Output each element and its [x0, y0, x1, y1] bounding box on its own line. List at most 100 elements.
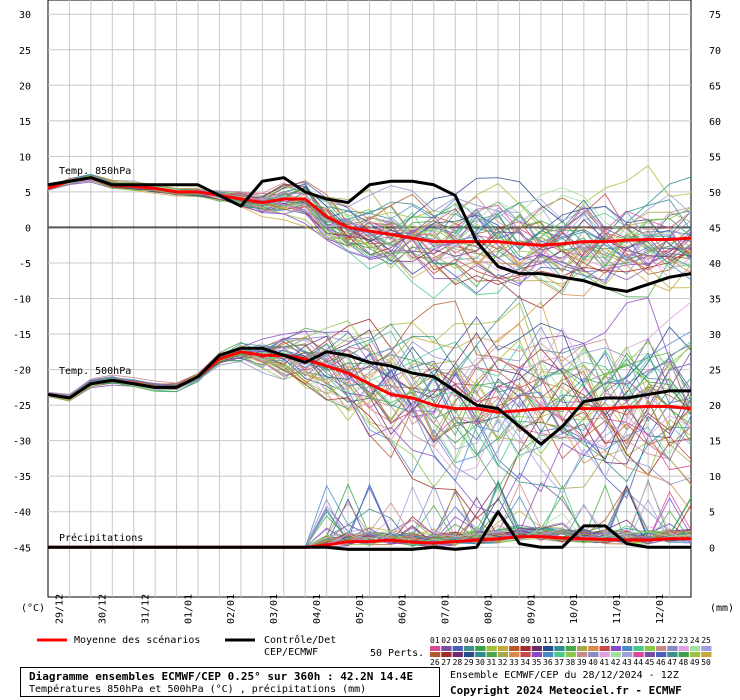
- member-swatch: [701, 646, 712, 651]
- member-swatch: [509, 652, 520, 657]
- main-series: [47, 176, 692, 551]
- member-swatch: [678, 646, 689, 651]
- member-number-label: 43: [622, 658, 632, 667]
- left-tick-label: 10: [19, 152, 31, 163]
- member-swatch: [441, 652, 452, 657]
- member-line: [47, 348, 692, 464]
- date-tick-label: 01/01: [183, 594, 194, 624]
- member-swatch: [656, 646, 667, 651]
- member-number-label: 17: [611, 636, 621, 645]
- footer-box: Diagramme ensembles ECMWF/CEP 0.25° sur …: [20, 667, 440, 697]
- member-number-label: 48: [679, 658, 689, 667]
- member-number-label: 07: [498, 636, 508, 645]
- member-number-label: 16: [600, 636, 610, 645]
- left-axis-unit: (°C): [21, 603, 45, 614]
- member-swatch: [576, 652, 588, 657]
- left-tick-label: -10: [13, 295, 31, 306]
- member-number-label: 39: [577, 658, 587, 667]
- member-number-label: 05: [475, 636, 485, 645]
- member-number-label: 27: [441, 658, 451, 667]
- legend: Moyenne des scénarios Contrôle/Det CEP/E…: [37, 634, 712, 667]
- left-tick-label: -20: [13, 366, 31, 377]
- member-swatch: [610, 646, 622, 651]
- member-number-label: 41: [600, 658, 610, 667]
- member-number-label: 50: [701, 658, 711, 667]
- right-tick-label: 15: [709, 437, 721, 448]
- member-swatch: [520, 646, 531, 651]
- run-info: Ensemble ECMWF/CEP du 28/12/2024 - 12Z: [450, 670, 679, 681]
- member-swatch: [565, 652, 576, 657]
- member-number-label: 45: [645, 658, 655, 667]
- left-tick-label: -30: [13, 437, 31, 448]
- legend-mean-label: Moyenne des scénarios: [74, 634, 200, 646]
- left-tick-label: -5: [19, 259, 31, 270]
- left-tick-label: 5: [25, 188, 31, 199]
- member-number-label: 23: [679, 636, 689, 645]
- member-swatch: [622, 652, 633, 657]
- member-number-label: 04: [464, 636, 474, 645]
- member-swatch: [452, 646, 463, 651]
- right-tick-label: 70: [709, 46, 721, 57]
- member-swatch: [667, 652, 678, 657]
- legend-perts-label: 50 Perts.: [370, 648, 424, 659]
- member-swatch: [588, 646, 599, 651]
- member-swatch: [667, 646, 678, 651]
- left-tick-label: 0: [25, 223, 31, 234]
- date-tick-label: 11/01: [612, 594, 623, 624]
- left-tick-label: 15: [19, 117, 31, 128]
- member-swatch: [610, 652, 622, 657]
- member-number-label: 29: [464, 658, 474, 667]
- member-number-label: 33: [509, 658, 519, 667]
- member-number-label: 03: [453, 636, 463, 645]
- right-tick-label: 25: [709, 366, 721, 377]
- right-axis-unit: (mm): [710, 603, 734, 614]
- footer-title: Diagramme ensembles ECMWF/CEP 0.25° sur …: [29, 670, 414, 683]
- right-tick-label: 50: [709, 188, 721, 199]
- member-line: [47, 350, 692, 490]
- member-swatch: [486, 652, 497, 657]
- right-tick-label: 40: [709, 259, 721, 270]
- member-swatch: [644, 646, 655, 651]
- member-number-label: 24: [690, 636, 700, 645]
- member-number-label: 13: [566, 636, 576, 645]
- date-tick-label: 31/12: [140, 594, 151, 624]
- right-tick-label: 20: [709, 401, 721, 412]
- member-swatch: [565, 646, 576, 651]
- member-line: [47, 339, 692, 495]
- member-number-label: 25: [701, 636, 711, 645]
- member-number-label: 06: [487, 636, 497, 645]
- chart-grid: [47, 0, 692, 598]
- member-line: [47, 177, 692, 248]
- member-swatch: [463, 646, 475, 651]
- member-number-label: 09: [520, 636, 530, 645]
- member-number-label: 36: [543, 658, 553, 667]
- member-number-label: 18: [622, 636, 632, 645]
- member-line: [47, 176, 692, 259]
- right-tick-label: 65: [709, 81, 721, 92]
- member-swatch: [588, 652, 599, 657]
- member-number-label: 32: [498, 658, 508, 667]
- right-tick-label: 60: [709, 117, 721, 128]
- member-line: [47, 179, 692, 268]
- right-tick-label: 5: [709, 508, 715, 519]
- label-temp-500: Temp. 500hPa: [59, 366, 131, 377]
- member-line: [47, 344, 692, 489]
- member-number-label: 12: [554, 636, 564, 645]
- member-swatch: [678, 652, 689, 657]
- member-number-label: 47: [667, 658, 677, 667]
- copyright: Copyright 2024 Meteociel.fr - ECMWF: [450, 684, 682, 697]
- member-number-label: 08: [509, 636, 519, 645]
- left-tick-label: 30: [19, 10, 31, 21]
- member-number-label: 31: [487, 658, 497, 667]
- control-line-t500: [47, 346, 691, 446]
- right-tick-label: 45: [709, 223, 721, 234]
- member-number-label: 35: [532, 658, 542, 667]
- member-swatch: [554, 646, 565, 651]
- member-number-label: 22: [667, 636, 677, 645]
- mean-line-t850: [47, 176, 692, 247]
- member-number-label: 40: [588, 658, 598, 667]
- chart-axes: 302520151050-5-10-15-20-25-30-35-40-4575…: [13, 10, 721, 624]
- member-swatch: [475, 652, 486, 657]
- date-tick-label: 10/01: [569, 594, 580, 624]
- member-number-label: 10: [532, 636, 542, 645]
